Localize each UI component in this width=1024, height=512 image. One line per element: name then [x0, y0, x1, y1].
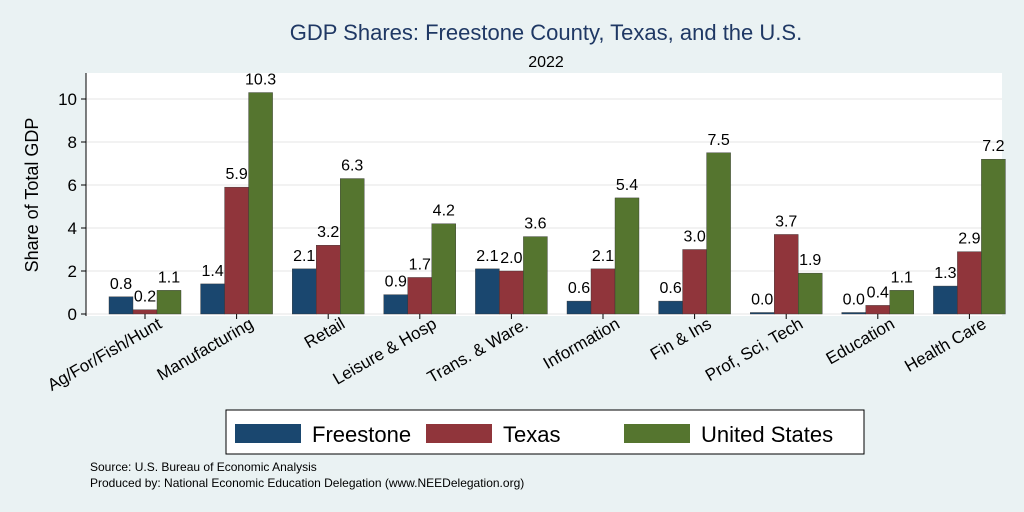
bar [981, 158, 1006, 315]
data-label: 5.9 [225, 166, 247, 183]
bar [750, 312, 775, 315]
bar [292, 268, 317, 315]
y-tick-label: 10 [58, 90, 77, 109]
data-label: 1.1 [891, 269, 913, 286]
bar [340, 178, 365, 315]
data-labels: 0.80.21.1 1.45.910.32.13.26.30.91.74.22.1… [110, 72, 1005, 309]
bar [957, 251, 982, 315]
bar [682, 249, 707, 315]
bar [889, 290, 914, 315]
data-label: 6.3 [341, 158, 363, 175]
data-label: 3.0 [683, 229, 705, 246]
y-tick-label: 2 [68, 262, 77, 281]
bar [383, 294, 408, 315]
legend-swatch [235, 424, 301, 443]
data-label: 0.4 [867, 284, 889, 301]
x-tick-label: Ag/For/Fish/Hunt [44, 314, 165, 395]
bar [132, 309, 158, 315]
legend-swatch [624, 424, 690, 443]
chart-title: GDP Shares: Freestone County, Texas, and… [290, 20, 802, 45]
bar [431, 223, 456, 315]
data-label: 3.6 [524, 216, 546, 233]
bar [774, 234, 799, 315]
bar [499, 270, 524, 315]
data-label: 1.9 [799, 252, 821, 269]
bar [475, 268, 500, 315]
y-tick-label: 8 [68, 133, 77, 152]
bar [706, 152, 731, 315]
data-label: 2.1 [476, 248, 498, 265]
data-label: 1.7 [409, 256, 431, 273]
x-tick-label: Prof, Sci, Tech [702, 314, 806, 385]
legend-label: Texas [503, 422, 560, 447]
x-tick-label: Leisure & Hosp [330, 314, 440, 389]
data-label: 4.2 [433, 203, 455, 220]
bar [224, 186, 249, 315]
source-note: Source: U.S. Bureau of Economic Analysis [90, 460, 317, 474]
data-label: 1.1 [158, 269, 180, 286]
bar [798, 272, 823, 315]
x-tick-label: Retail [301, 314, 348, 352]
bar [590, 268, 616, 315]
bar [316, 244, 341, 315]
x-tick-label: Fin & Ins [647, 314, 715, 364]
data-label: 2.1 [293, 248, 315, 265]
x-tick-label: Health Care [901, 314, 989, 376]
data-label: 7.5 [707, 132, 729, 149]
legend-swatch [426, 424, 492, 443]
y-tick-label: 0 [68, 305, 77, 324]
bar [865, 305, 890, 315]
data-label: 5.4 [616, 177, 638, 194]
bar [248, 92, 273, 315]
x-tick-label: Manufacturing [154, 314, 257, 384]
data-label: 3.7 [775, 213, 797, 230]
y-ticks: 0 2 4 6 8 10 [58, 90, 86, 324]
legend-label: Freestone [312, 422, 411, 447]
data-label: 3.2 [317, 224, 339, 241]
bar [566, 300, 592, 315]
bar [614, 197, 640, 315]
data-label: 0.6 [659, 280, 681, 297]
bar [841, 312, 866, 315]
data-label: 2.0 [500, 250, 522, 267]
data-label: 2.9 [958, 231, 980, 248]
bars [108, 92, 1006, 315]
data-label: 2.1 [592, 248, 614, 265]
x-tick-label: Trans. & Ware. [424, 314, 531, 387]
bar [933, 285, 958, 315]
data-label: 0.6 [568, 280, 590, 297]
chart-subtitle: 2022 [528, 54, 564, 71]
bar [156, 290, 182, 315]
legend [225, 409, 865, 455]
data-label: 10.3 [245, 72, 276, 89]
legend-label: United States [701, 422, 833, 447]
y-tick-label: 6 [68, 176, 77, 195]
data-label: 0.9 [385, 274, 407, 291]
bar [200, 283, 225, 315]
produced-note: Produced by: National Economic Education… [90, 476, 524, 490]
x-tick-label: Information [540, 314, 623, 373]
data-label: 7.2 [982, 138, 1004, 155]
data-label: 0.0 [751, 292, 773, 309]
data-label: 1.3 [934, 265, 956, 282]
bar [658, 300, 683, 315]
x-tick-label: Education [823, 314, 898, 368]
data-label: 1.4 [201, 263, 223, 280]
y-axis-label: Share of Total GDP [22, 118, 42, 273]
bar [108, 296, 134, 315]
y-tick-label: 4 [68, 219, 77, 238]
bar [407, 277, 432, 315]
data-label: 0.0 [843, 292, 865, 309]
data-label: 0.8 [110, 276, 132, 293]
bar [523, 236, 548, 315]
data-label: 0.2 [134, 289, 156, 306]
legend-items: Freestone Texas United States [235, 422, 833, 447]
